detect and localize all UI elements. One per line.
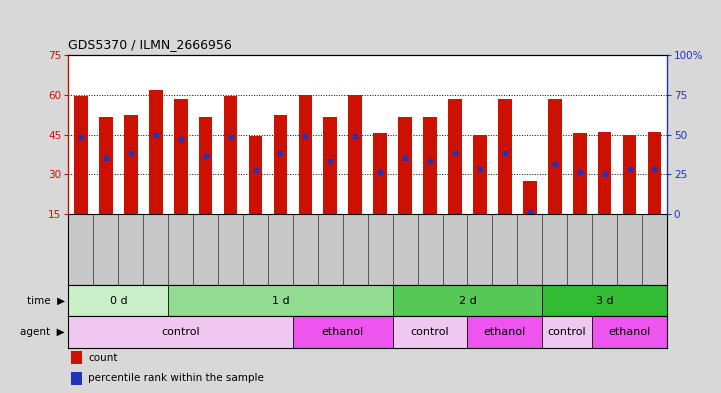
- Text: control: control: [411, 327, 449, 337]
- Text: agent  ▶: agent ▶: [20, 327, 65, 337]
- Bar: [199, 118, 213, 214]
- Bar: [324, 118, 337, 214]
- Bar: [348, 95, 362, 214]
- Bar: [448, 99, 462, 214]
- Bar: [647, 132, 661, 214]
- Bar: [473, 134, 487, 214]
- Text: GDS5370 / ILMN_2666956: GDS5370 / ILMN_2666956: [68, 38, 232, 51]
- Bar: [467, 316, 542, 348]
- Bar: [168, 285, 393, 316]
- Bar: [398, 118, 412, 214]
- Bar: [149, 90, 163, 214]
- Bar: [542, 316, 592, 348]
- Bar: [99, 118, 112, 214]
- Bar: [542, 285, 667, 316]
- Text: 0 d: 0 d: [110, 296, 127, 306]
- Bar: [68, 316, 293, 348]
- Bar: [498, 99, 512, 214]
- Text: 1 d: 1 d: [272, 296, 289, 306]
- Text: ethanol: ethanol: [609, 327, 650, 337]
- Bar: [373, 133, 387, 214]
- Bar: [592, 316, 667, 348]
- Bar: [572, 133, 586, 214]
- Bar: [293, 316, 393, 348]
- Bar: [249, 136, 262, 214]
- Text: 3 d: 3 d: [596, 296, 614, 306]
- Bar: [598, 132, 611, 214]
- Bar: [71, 372, 82, 385]
- Bar: [273, 115, 287, 214]
- Text: 2 d: 2 d: [459, 296, 477, 306]
- Bar: [68, 285, 168, 316]
- Text: count: count: [88, 353, 118, 363]
- Bar: [623, 134, 637, 214]
- Text: control: control: [162, 327, 200, 337]
- Bar: [393, 285, 542, 316]
- Bar: [423, 118, 437, 214]
- Bar: [224, 96, 237, 214]
- Bar: [523, 181, 536, 214]
- Bar: [298, 95, 312, 214]
- Text: ethanol: ethanol: [322, 327, 364, 337]
- Bar: [174, 99, 187, 214]
- Text: percentile rank within the sample: percentile rank within the sample: [88, 373, 264, 383]
- Bar: [124, 115, 138, 214]
- Text: control: control: [548, 327, 586, 337]
- Bar: [548, 99, 562, 214]
- Bar: [74, 96, 88, 214]
- Bar: [393, 316, 467, 348]
- Text: ethanol: ethanol: [484, 327, 526, 337]
- Text: time  ▶: time ▶: [27, 296, 65, 306]
- Bar: [71, 351, 82, 364]
